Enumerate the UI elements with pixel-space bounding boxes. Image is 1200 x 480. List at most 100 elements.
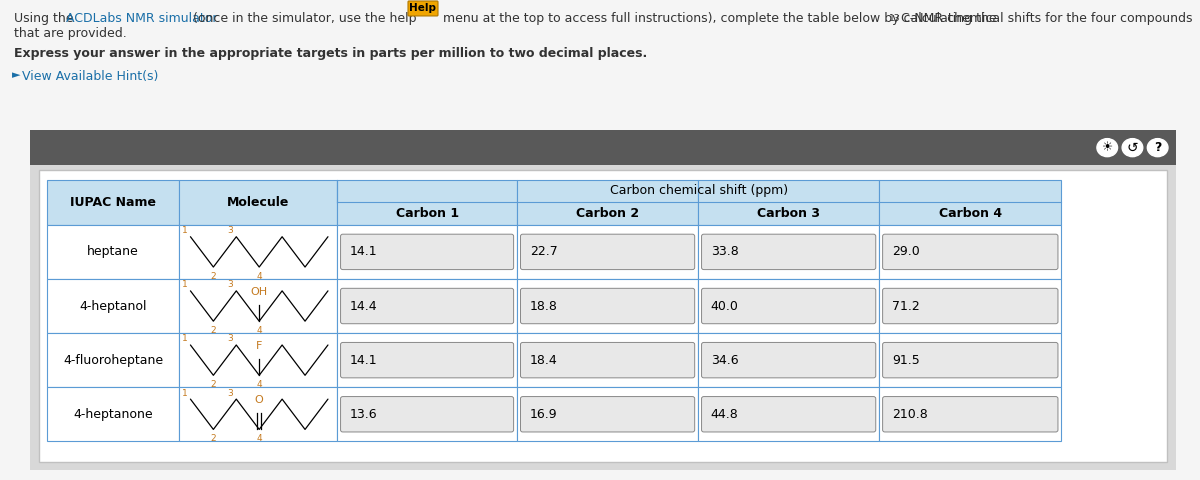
Text: Using the: Using the xyxy=(14,12,78,25)
Text: Carbon 1: Carbon 1 xyxy=(396,207,458,220)
FancyBboxPatch shape xyxy=(702,288,876,324)
Text: 4-fluoroheptane: 4-fluoroheptane xyxy=(64,354,163,367)
FancyBboxPatch shape xyxy=(702,396,876,432)
FancyBboxPatch shape xyxy=(341,396,514,432)
Text: 16.9: 16.9 xyxy=(529,408,557,421)
Text: 34.6: 34.6 xyxy=(710,354,738,367)
FancyBboxPatch shape xyxy=(408,1,438,16)
FancyBboxPatch shape xyxy=(883,342,1058,378)
FancyBboxPatch shape xyxy=(517,279,698,333)
FancyBboxPatch shape xyxy=(698,387,880,441)
Text: View Available Hint(s): View Available Hint(s) xyxy=(22,70,158,83)
FancyBboxPatch shape xyxy=(698,225,880,279)
Text: Carbon chemical shift (ppm): Carbon chemical shift (ppm) xyxy=(611,184,788,197)
FancyBboxPatch shape xyxy=(883,396,1058,432)
FancyBboxPatch shape xyxy=(517,225,698,279)
FancyBboxPatch shape xyxy=(47,333,179,387)
Text: 91.5: 91.5 xyxy=(892,354,919,367)
FancyBboxPatch shape xyxy=(517,333,698,387)
Text: 13: 13 xyxy=(889,14,900,23)
Text: 210.8: 210.8 xyxy=(892,408,928,421)
Text: C-NMR chemical shifts for the four compounds: C-NMR chemical shifts for the four compo… xyxy=(901,12,1193,25)
Text: Express your answer in the appropriate targets in parts per million to two decim: Express your answer in the appropriate t… xyxy=(14,47,647,60)
Text: 3: 3 xyxy=(228,335,234,344)
FancyBboxPatch shape xyxy=(179,387,337,441)
FancyBboxPatch shape xyxy=(521,234,695,270)
Text: Carbon 2: Carbon 2 xyxy=(576,207,640,220)
Text: that are provided.: that are provided. xyxy=(14,27,127,40)
Text: 3: 3 xyxy=(228,389,234,397)
Text: 4-heptanol: 4-heptanol xyxy=(79,300,146,312)
Text: (once in the simulator, use the help: (once in the simulator, use the help xyxy=(190,12,420,25)
FancyBboxPatch shape xyxy=(179,225,337,279)
FancyBboxPatch shape xyxy=(698,180,880,225)
Text: Help: Help xyxy=(409,3,437,13)
FancyBboxPatch shape xyxy=(179,333,337,387)
Text: menu at the top to access full instructions), complete the table below by calcul: menu at the top to access full instructi… xyxy=(439,12,1001,25)
Text: ☀: ☀ xyxy=(1102,141,1112,154)
Text: Carbon 3: Carbon 3 xyxy=(757,207,820,220)
FancyBboxPatch shape xyxy=(880,333,1062,387)
Text: F: F xyxy=(256,341,263,351)
Text: 1: 1 xyxy=(182,389,187,397)
Text: 4-heptanone: 4-heptanone xyxy=(73,408,152,421)
Text: ↺: ↺ xyxy=(1127,141,1139,155)
Circle shape xyxy=(1097,139,1117,156)
Text: 1: 1 xyxy=(182,226,187,235)
Text: 33.8: 33.8 xyxy=(710,245,738,258)
Text: 4: 4 xyxy=(257,272,262,281)
Text: 4: 4 xyxy=(257,380,262,389)
FancyBboxPatch shape xyxy=(47,225,179,279)
FancyBboxPatch shape xyxy=(47,279,179,333)
Text: 29.0: 29.0 xyxy=(892,245,919,258)
Text: 22.7: 22.7 xyxy=(529,245,558,258)
FancyBboxPatch shape xyxy=(341,234,514,270)
Text: ►: ► xyxy=(12,70,24,80)
Text: heptane: heptane xyxy=(88,245,139,258)
Text: 14.1: 14.1 xyxy=(349,354,377,367)
FancyBboxPatch shape xyxy=(30,130,1176,165)
Text: 71.2: 71.2 xyxy=(892,300,919,312)
Text: O: O xyxy=(254,395,264,405)
FancyBboxPatch shape xyxy=(698,333,880,387)
FancyBboxPatch shape xyxy=(880,225,1062,279)
Text: Molecule: Molecule xyxy=(227,196,289,209)
FancyBboxPatch shape xyxy=(880,387,1062,441)
FancyBboxPatch shape xyxy=(883,288,1058,324)
FancyBboxPatch shape xyxy=(702,234,876,270)
FancyBboxPatch shape xyxy=(337,387,517,441)
FancyBboxPatch shape xyxy=(880,180,1062,225)
FancyBboxPatch shape xyxy=(521,342,695,378)
FancyBboxPatch shape xyxy=(341,288,514,324)
FancyBboxPatch shape xyxy=(179,279,337,333)
Text: ACDLabs NMR simulator: ACDLabs NMR simulator xyxy=(66,12,217,25)
FancyBboxPatch shape xyxy=(702,342,876,378)
Text: 44.8: 44.8 xyxy=(710,408,738,421)
Text: ?: ? xyxy=(1154,141,1162,154)
FancyBboxPatch shape xyxy=(337,180,517,225)
Circle shape xyxy=(1147,139,1168,156)
FancyBboxPatch shape xyxy=(517,387,698,441)
Text: 40.0: 40.0 xyxy=(710,300,738,312)
Text: 14.1: 14.1 xyxy=(349,245,377,258)
Text: 2: 2 xyxy=(210,272,216,281)
FancyBboxPatch shape xyxy=(337,225,517,279)
Text: 2: 2 xyxy=(210,380,216,389)
Text: 13.6: 13.6 xyxy=(349,408,377,421)
FancyBboxPatch shape xyxy=(883,234,1058,270)
FancyBboxPatch shape xyxy=(341,342,514,378)
Text: 18.4: 18.4 xyxy=(529,354,558,367)
Text: 1: 1 xyxy=(182,280,187,289)
Text: 1: 1 xyxy=(182,335,187,344)
FancyBboxPatch shape xyxy=(517,180,698,225)
Text: IUPAC Name: IUPAC Name xyxy=(70,196,156,209)
Text: 2: 2 xyxy=(210,434,216,443)
Text: 4: 4 xyxy=(257,434,262,443)
FancyBboxPatch shape xyxy=(337,279,517,333)
FancyBboxPatch shape xyxy=(337,333,517,387)
FancyBboxPatch shape xyxy=(880,279,1062,333)
Text: OH: OH xyxy=(251,287,268,297)
Text: 3: 3 xyxy=(228,226,234,235)
FancyBboxPatch shape xyxy=(179,180,337,225)
FancyBboxPatch shape xyxy=(521,396,695,432)
